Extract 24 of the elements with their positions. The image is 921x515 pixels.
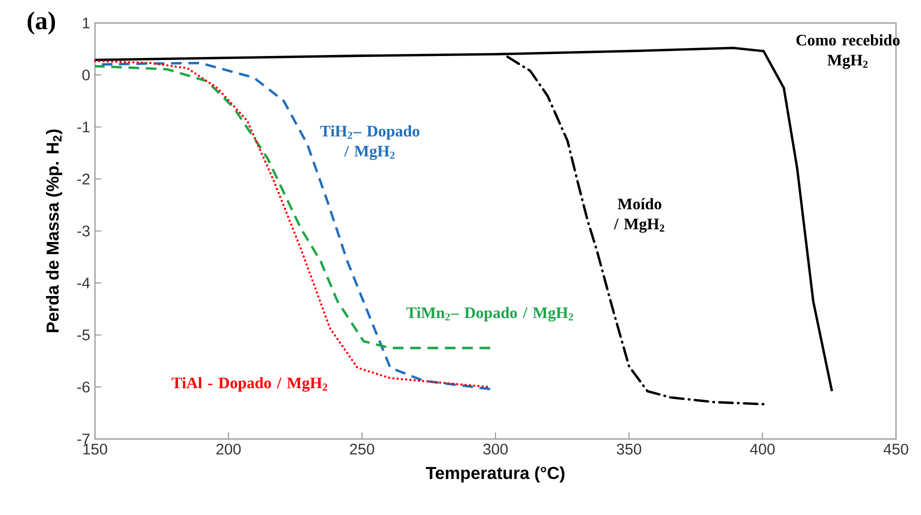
x-tick-label: 150 bbox=[83, 444, 108, 455]
x-tick-label: 450 bbox=[884, 444, 908, 455]
y-axis-title: Perda de Massa (%p. H$_{2}$) bbox=[46, 130, 62, 332]
y-tick-label: -2 bbox=[77, 174, 90, 184]
x-tick-label: 400 bbox=[750, 444, 775, 455]
y-tick-label: -7 bbox=[77, 434, 90, 444]
y-tick-label: -6 bbox=[77, 382, 90, 392]
text: (a) bbox=[28, 12, 55, 34]
series-label: TiAl - Dopado / MgH$_{2}$ bbox=[172, 377, 328, 392]
x-axis-title: Temperatura (°C) bbox=[426, 466, 564, 483]
y-tick-label: 1 bbox=[82, 18, 90, 28]
y-tick-label: -3 bbox=[77, 226, 90, 236]
y-tick-label: -1 bbox=[77, 122, 90, 132]
x-tick-label: 250 bbox=[350, 444, 374, 455]
x-tick-label: 200 bbox=[216, 444, 241, 455]
x-tick-label: 350 bbox=[616, 444, 642, 455]
series-label: Como recebido MgH$_{2}$ bbox=[796, 34, 900, 69]
series-label: TiH$_{2}$– Dopado / MgH$_{2}$ bbox=[320, 125, 420, 160]
series-label: Moído / MgH$_{2}$ bbox=[614, 198, 664, 233]
y-tick-label: 0 bbox=[82, 70, 90, 80]
series-label: TiMn$_{2}$– Dopado / MgH$_{2}$ bbox=[406, 306, 574, 322]
y-tick-label: -4 bbox=[77, 278, 90, 288]
y-tick-label: -5 bbox=[77, 330, 90, 340]
x-tick-label: 300 bbox=[483, 444, 508, 455]
